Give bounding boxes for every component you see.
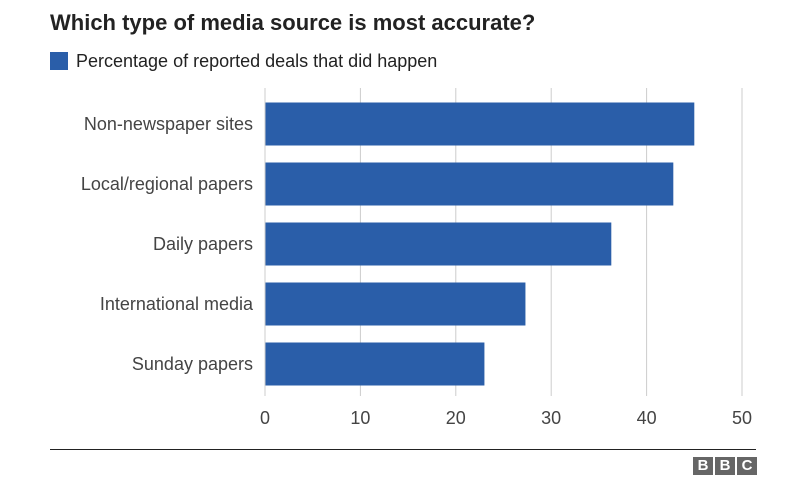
bar xyxy=(265,342,485,386)
legend-label: Percentage of reported deals that did ha… xyxy=(76,50,438,71)
bbc-logo: B B C xyxy=(691,457,757,475)
chart-title: Which type of media source is most accur… xyxy=(50,10,536,35)
category-label: International media xyxy=(100,294,254,314)
bbc-logo-block: C xyxy=(737,457,757,475)
x-tick-label: 10 xyxy=(350,408,370,428)
x-tick-label: 20 xyxy=(446,408,466,428)
legend: Percentage of reported deals that did ha… xyxy=(50,51,437,71)
x-tick-label: 40 xyxy=(637,408,657,428)
category-label: Sunday papers xyxy=(132,354,253,374)
bar xyxy=(265,102,695,146)
x-tick-label: 0 xyxy=(260,408,270,428)
category-label: Daily papers xyxy=(153,234,253,254)
footer-rule xyxy=(50,449,756,450)
category-label: Local/regional papers xyxy=(81,174,253,194)
bar-chart: Non-newspaper sites Local/regional papers… xyxy=(81,88,752,428)
category-label: Non-newspaper sites xyxy=(84,114,253,134)
bbc-logo-block: B xyxy=(693,457,713,475)
bar xyxy=(265,222,612,266)
bar xyxy=(265,162,674,206)
bar xyxy=(265,282,526,326)
bbc-logo-block: B xyxy=(715,457,735,475)
x-tick-label: 30 xyxy=(541,408,561,428)
x-tick-label: 50 xyxy=(732,408,752,428)
legend-swatch xyxy=(50,52,68,70)
